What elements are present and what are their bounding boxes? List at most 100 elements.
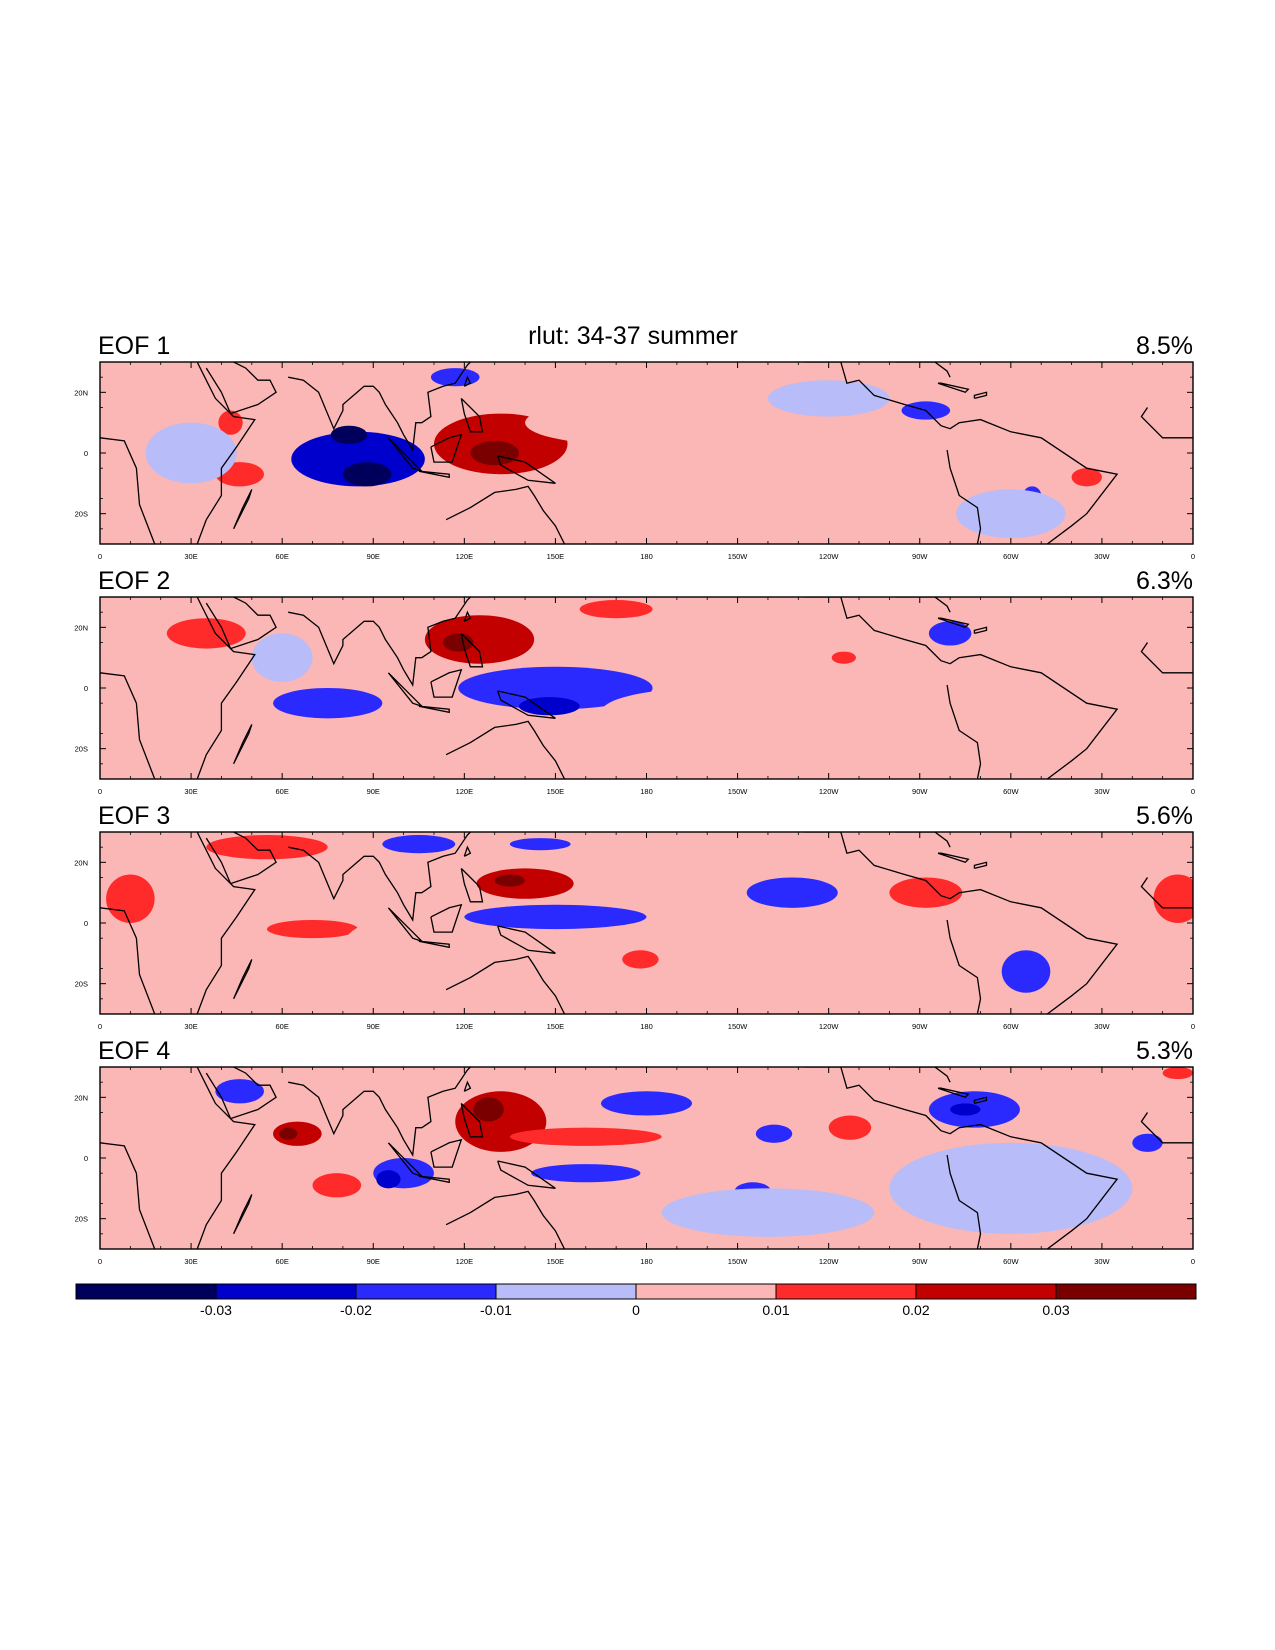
- colorbar-label: -0.03: [200, 1302, 232, 1318]
- coastline: [196, 597, 256, 779]
- coastline: [430, 668, 463, 698]
- lon-tick-label: 60E: [275, 1022, 288, 1031]
- colorbar-swatch: [215, 1283, 357, 1300]
- coastline: [288, 362, 471, 452]
- lon-tick-label: 150E: [547, 552, 565, 561]
- panel-label: EOF 3: [98, 802, 170, 830]
- lat-tick-label: 0: [84, 449, 88, 458]
- anomaly-contour: [889, 877, 963, 908]
- lon-tick-label: 30W: [1094, 1257, 1110, 1266]
- anomaly-contour: [1153, 874, 1193, 923]
- colorbar-swatch: [635, 1283, 777, 1300]
- coastline: [946, 449, 982, 544]
- coastline: [1140, 1112, 1193, 1144]
- lon-tick-label: 120W: [819, 1257, 840, 1266]
- coastline: [445, 1190, 566, 1249]
- lon-tick-label: 180: [640, 552, 653, 561]
- anomaly-contour: [106, 874, 155, 923]
- anomaly-contour: [579, 600, 653, 619]
- coastline: [445, 955, 566, 1014]
- lon-tick-label: 150E: [547, 1257, 565, 1266]
- colorbar-label: 0.01: [762, 1302, 789, 1318]
- coastline: [430, 903, 463, 933]
- lon-tick-label: 30E: [184, 552, 197, 561]
- anomaly-contour: [755, 1124, 793, 1143]
- lon-tick-label: 180: [640, 1257, 653, 1266]
- anomaly-contour: [145, 422, 237, 484]
- anomaly-contour: [166, 618, 246, 649]
- eof-panel: 0 30E 60E 90E 120E 150E 180 150W 120W 90W 60W 30W 0 2…: [74, 1037, 1195, 1266]
- lon-tick-label: 0: [98, 787, 102, 796]
- lon-tick-label: 30E: [184, 1022, 197, 1031]
- anomaly-contour: [251, 633, 313, 682]
- anomaly-contour: [494, 874, 526, 887]
- lon-tick-label: 90W: [912, 1022, 928, 1031]
- coastline: [445, 720, 566, 779]
- anomaly-contour: [928, 621, 972, 646]
- anomaly-contour: [509, 1127, 662, 1146]
- anomaly-contour: [458, 666, 653, 710]
- coastline: [288, 1067, 471, 1157]
- anomaly-contour: [266, 919, 359, 939]
- anomaly-contour: [430, 368, 480, 387]
- lon-tick-label: 90E: [367, 552, 380, 561]
- anomaly-contour: [661, 941, 814, 990]
- coastline: [288, 597, 471, 687]
- panel-label: EOF 2: [98, 567, 170, 595]
- anomaly-contour: [382, 835, 456, 854]
- coastline: [100, 907, 156, 1014]
- anomaly-contour: [518, 697, 580, 716]
- lon-tick-label: 60W: [1003, 1022, 1019, 1031]
- lat-tick-label: 20S: [75, 745, 88, 754]
- lon-tick-label: 30E: [184, 787, 197, 796]
- colorbar-label: 0: [632, 1302, 640, 1318]
- lon-tick-label: 120E: [456, 1022, 474, 1031]
- anomaly-contour: [525, 401, 708, 444]
- lat-tick-label: 20N: [74, 388, 88, 397]
- coastline: [804, 597, 1119, 779]
- colorbar-swatch: [355, 1283, 497, 1300]
- lat-tick-label: 20S: [75, 980, 88, 989]
- colorbar-label: -0.02: [340, 1302, 372, 1318]
- lon-tick-label: 0: [98, 1022, 102, 1031]
- lon-tick-label: 30W: [1094, 552, 1110, 561]
- coastline: [973, 391, 988, 400]
- colorbar-label: 0.02: [902, 1302, 929, 1318]
- coastline: [463, 610, 472, 622]
- lon-tick-label: 60E: [275, 1257, 288, 1266]
- lon-tick-label: 0: [98, 1257, 102, 1266]
- anomaly-contour: [154, 1173, 228, 1234]
- coastline: [973, 626, 988, 635]
- coastline: [973, 1096, 988, 1105]
- coastline: [430, 1138, 463, 1168]
- lon-tick-label: 0: [98, 552, 102, 561]
- anomaly-contour: [464, 904, 647, 930]
- colorbar-swatch: [915, 1283, 1057, 1300]
- anomaly-contour: [1071, 468, 1102, 487]
- coastline: [233, 489, 253, 530]
- coastline: [460, 867, 484, 903]
- lon-tick-label: 120W: [819, 1022, 840, 1031]
- coastline: [937, 1087, 970, 1099]
- contour-fields: [145, 368, 1102, 538]
- coastline: [233, 724, 253, 765]
- anomaly-contour: [767, 380, 890, 417]
- lon-tick-label: 150W: [728, 552, 749, 561]
- lat-tick-label: 0: [84, 684, 88, 693]
- coastline: [946, 684, 982, 779]
- panel-variance: 5.6%: [1136, 802, 1193, 830]
- coastline: [205, 832, 277, 885]
- anomaly-contour: [443, 633, 474, 652]
- coastline: [463, 1080, 472, 1092]
- lon-tick-label: 150W: [728, 1257, 749, 1266]
- eof-panels: 0 30E 60E 90E 120E 150E 180 150W 120W 90W 60W 30W 0 2…: [74, 332, 1195, 1266]
- anomaly-contour: [831, 651, 856, 664]
- anomaly-contour: [509, 838, 571, 851]
- anomaly-contour: [600, 688, 814, 737]
- anomaly-contour: [476, 868, 574, 899]
- anomaly-contour: [470, 440, 519, 466]
- coastline: [1140, 642, 1193, 674]
- lat-tick-label: 20S: [75, 510, 88, 519]
- contour-fields: [106, 835, 1193, 993]
- lon-tick-label: 90W: [912, 552, 928, 561]
